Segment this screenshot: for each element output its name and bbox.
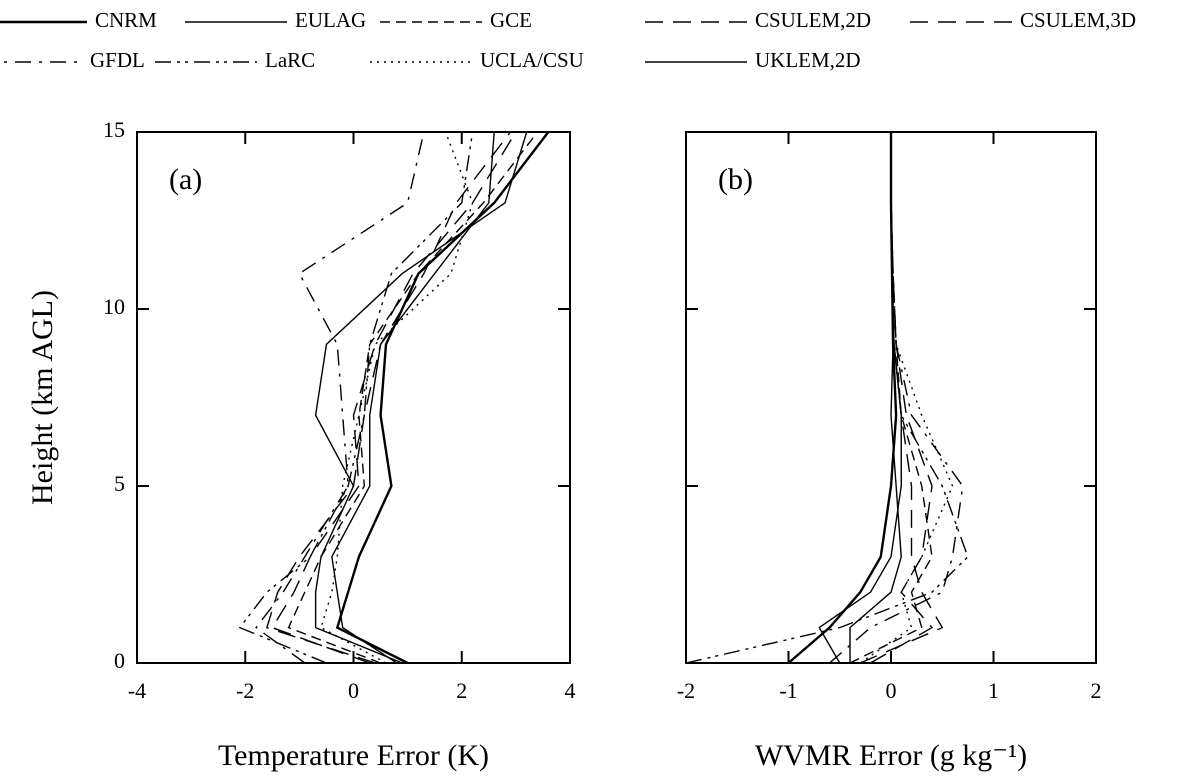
panel-label: (a) — [169, 163, 202, 196]
legend-label: GFDL — [90, 48, 145, 72]
x-tick-label: 0 — [886, 678, 897, 703]
profile-line — [859, 132, 944, 664]
x-tick-label: -2 — [236, 678, 254, 703]
y-axis-label: Height (km AGL) — [26, 290, 59, 505]
y-tick-label: 0 — [114, 648, 125, 673]
x-tick-label: 4 — [565, 678, 576, 703]
profile-line — [335, 131, 550, 665]
legend-label: UCLA/CSU — [480, 48, 584, 72]
legend-label: CSULEM,3D — [1020, 8, 1136, 32]
profile-line — [818, 132, 902, 664]
profile-line — [320, 131, 474, 664]
x-tick-label: 1 — [988, 678, 999, 703]
profile-line — [314, 131, 528, 664]
profile-line — [870, 132, 934, 664]
profile-line — [331, 131, 495, 664]
y-tick-label: 15 — [103, 117, 125, 142]
x-axis-label: Temperature Error (K) — [218, 739, 489, 772]
profile-line — [849, 132, 902, 663]
legend-label: CNRM — [95, 8, 157, 32]
x-tick-label: 2 — [1091, 678, 1102, 703]
x-tick-label: -4 — [128, 678, 146, 703]
x-tick-label: 2 — [456, 678, 467, 703]
profile-line — [287, 131, 539, 664]
x-tick-label: -1 — [779, 678, 797, 703]
x-tick-label: -2 — [677, 678, 695, 703]
y-tick-label: 5 — [114, 471, 125, 496]
legend-label: GCE — [490, 8, 532, 32]
plot-frame — [136, 131, 571, 664]
profile-line — [266, 131, 512, 664]
profile-line — [255, 131, 425, 664]
legend-label: CSULEM,2D — [755, 8, 871, 32]
legend-label: UKLEM,2D — [755, 48, 861, 72]
profile-line — [238, 131, 474, 664]
profile-line — [829, 132, 964, 664]
legend-label: LaRC — [265, 48, 315, 72]
legend-label: EULAG — [295, 8, 366, 32]
profile-line — [271, 131, 517, 664]
profile-line — [787, 132, 898, 664]
x-axis-label: WVMR Error (g kg⁻¹) — [755, 739, 1027, 772]
profile-line — [685, 132, 969, 664]
panel-label: (b) — [718, 163, 753, 196]
x-tick-label: 0 — [348, 678, 359, 703]
y-tick-label: 10 — [103, 294, 125, 319]
